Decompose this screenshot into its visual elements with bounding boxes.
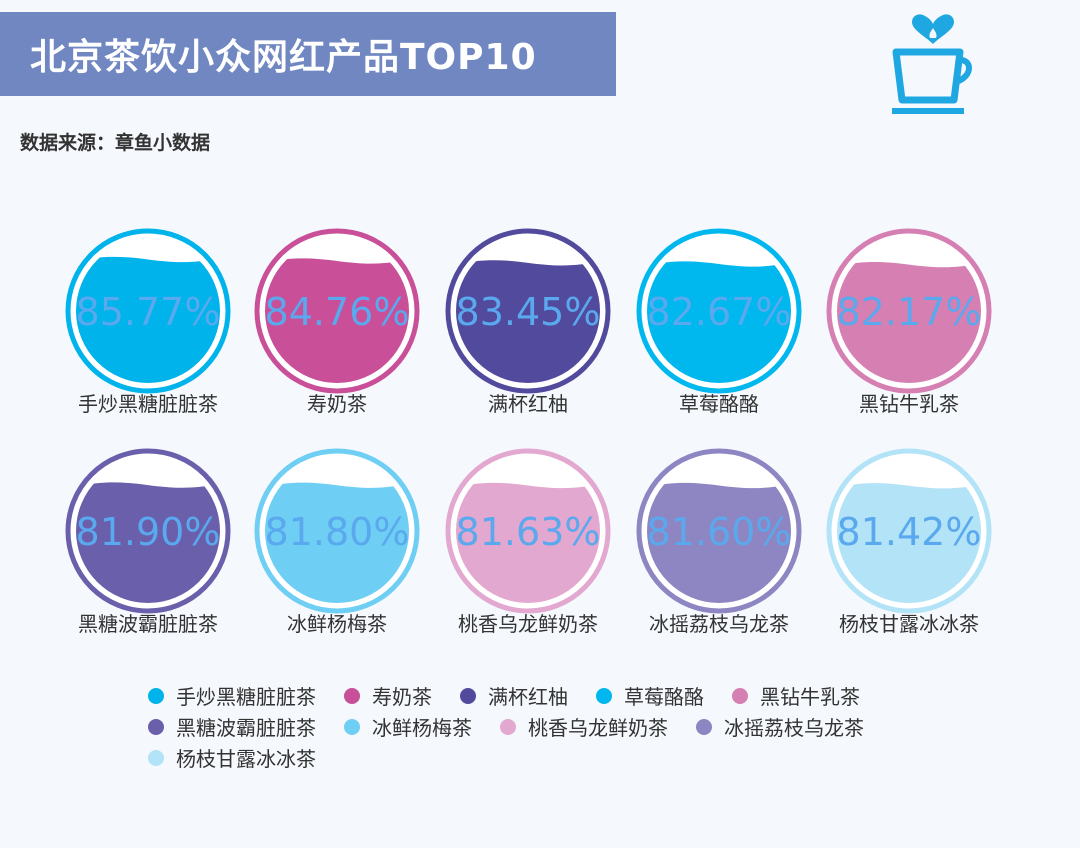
legend-label: 满杯红柚 bbox=[488, 685, 568, 709]
legend-item: 冰摇荔枝乌龙茶 bbox=[696, 712, 864, 741]
bubble-fill bbox=[265, 256, 409, 383]
bubble-fill bbox=[837, 260, 981, 383]
legend-item: 冰鲜杨梅茶 bbox=[344, 712, 472, 741]
legend-swatch bbox=[460, 687, 476, 704]
legend-item: 桃香乌龙鲜奶茶 bbox=[500, 712, 668, 741]
legend-label: 冰鲜杨梅茶 bbox=[372, 716, 472, 740]
bubble-value-label: 81.63% bbox=[456, 510, 601, 554]
bubble-fill bbox=[76, 481, 220, 603]
legend-label: 寿奶茶 bbox=[372, 685, 432, 709]
legend-row: 黑糖波霸脏脏茶 冰鲜杨梅茶 桃香乌龙鲜奶茶 冰摇荔枝乌龙茶 bbox=[148, 711, 948, 742]
category-label: 杨枝甘露冰冰茶 bbox=[839, 612, 979, 636]
legend-label: 冰摇荔枝乌龙茶 bbox=[724, 716, 864, 740]
legend-swatch bbox=[732, 687, 748, 704]
page-title: 北京茶饮小众网红产品TOP10 bbox=[30, 37, 537, 78]
bubble-fill bbox=[647, 481, 791, 603]
category-label: 草莓酪酪 bbox=[679, 392, 759, 416]
category-label: 黑糖波霸脏脏茶 bbox=[78, 612, 218, 636]
legend-swatch bbox=[596, 687, 612, 704]
coffee-cup-heart-icon bbox=[892, 14, 972, 114]
legend-item: 黑糖波霸脏脏茶 bbox=[148, 712, 316, 741]
bubble-value-label: 81.42% bbox=[837, 510, 982, 554]
bubble-fill bbox=[456, 481, 600, 603]
bubble-value-label: 82.67% bbox=[647, 290, 792, 334]
legend-item: 黑钻牛乳茶 bbox=[732, 681, 860, 710]
legend-item: 寿奶茶 bbox=[344, 681, 432, 710]
bubble-value-label: 84.76% bbox=[265, 290, 410, 334]
legend-item: 手炒黑糖脏脏茶 bbox=[148, 681, 316, 710]
legend-row: 杨枝甘露冰冰茶 bbox=[148, 742, 948, 773]
legend-swatch bbox=[148, 687, 164, 704]
bubble-fill bbox=[76, 255, 220, 383]
bubble-fill bbox=[265, 481, 409, 603]
bubble-fill bbox=[837, 481, 981, 603]
legend-label: 黑糖波霸脏脏茶 bbox=[176, 716, 316, 740]
bubble-value-label: 81.90% bbox=[76, 510, 221, 554]
legend-label: 手炒黑糖脏脏茶 bbox=[176, 685, 316, 709]
legend-label: 黑钻牛乳茶 bbox=[760, 685, 860, 709]
legend-swatch bbox=[696, 718, 712, 735]
legend-label: 杨枝甘露冰冰茶 bbox=[176, 747, 316, 771]
legend-item: 杨枝甘露冰冰茶 bbox=[148, 743, 316, 772]
category-label: 桃香乌龙鲜奶茶 bbox=[458, 612, 598, 636]
legend-swatch bbox=[344, 687, 360, 704]
bubble-value-label: 81.60% bbox=[647, 510, 792, 554]
bubble-fill bbox=[456, 258, 600, 383]
bubble-value-label: 83.45% bbox=[456, 290, 601, 334]
legend-swatch bbox=[500, 718, 516, 735]
legend-swatch bbox=[344, 718, 360, 735]
chart-legend: 手炒黑糖脏脏茶 寿奶茶 满杯红柚 草莓酪酪 黑钻牛乳茶黑糖波霸脏脏茶 冰鲜杨梅茶 桃香乌龙鲜… bbox=[148, 680, 948, 773]
legend-label: 草莓酪酪 bbox=[624, 685, 704, 709]
bubble-value-label: 85.77% bbox=[76, 290, 221, 334]
legend-row: 手炒黑糖脏脏茶 寿奶茶 满杯红柚 草莓酪酪 黑钻牛乳茶 bbox=[148, 680, 948, 711]
legend-swatch bbox=[148, 718, 164, 735]
category-label: 手炒黑糖脏脏茶 bbox=[78, 392, 218, 416]
category-label: 冰鲜杨梅茶 bbox=[287, 612, 387, 636]
bubble-fill bbox=[647, 259, 791, 383]
legend-item: 满杯红柚 bbox=[460, 681, 568, 710]
legend-label: 桃香乌龙鲜奶茶 bbox=[528, 716, 668, 740]
legend-item: 草莓酪酪 bbox=[596, 681, 704, 710]
category-label: 黑钻牛乳茶 bbox=[859, 392, 959, 416]
title-banner: 北京茶饮小众网红产品TOP10 bbox=[0, 12, 616, 96]
bubble-value-label: 81.80% bbox=[265, 510, 410, 554]
category-label: 冰摇荔枝乌龙茶 bbox=[649, 612, 789, 636]
category-label: 满杯红柚 bbox=[488, 392, 568, 416]
legend-swatch bbox=[148, 749, 164, 766]
category-label: 寿奶茶 bbox=[307, 392, 367, 416]
data-source: 数据来源：章鱼小数据 bbox=[20, 132, 211, 154]
bubble-value-label: 82.17% bbox=[837, 290, 982, 334]
